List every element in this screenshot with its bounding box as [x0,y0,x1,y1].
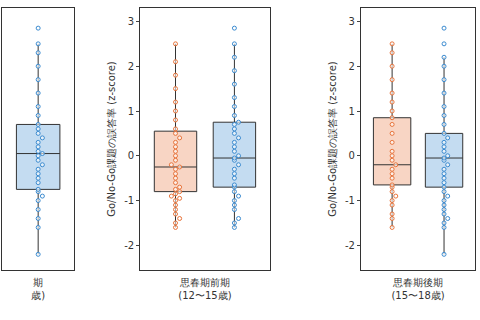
svg-text:3: 3 [128,16,134,27]
svg-text:1: 1 [128,106,134,117]
svg-text:0: 0 [128,150,134,161]
svg-text:1: 1 [349,106,355,117]
svg-text:0: 0 [349,150,355,161]
svg-text:思春期後期(15〜18歳): 思春期後期(15〜18歳) [391,277,444,301]
svg-text:2: 2 [128,61,134,72]
svg-text:Go/No-Go課題の誤答率 (z-score): Go/No-Go課題の誤答率 (z-score) [106,61,117,217]
svg-text:-1: -1 [124,195,134,206]
svg-text:2: 2 [349,61,355,72]
svg-text:思春期前期(12〜15歳): 思春期前期(12〜15歳) [178,277,231,301]
svg-text:期歳): 期歳) [31,277,45,301]
svg-text:-2: -2 [124,240,134,251]
svg-text:3: 3 [349,16,355,27]
svg-text:-1: -1 [345,195,355,206]
svg-text:-2: -2 [345,240,355,251]
svg-text:Go/No-Go課題の誤答率 (z-score): Go/No-Go課題の誤答率 (z-score) [327,61,338,217]
